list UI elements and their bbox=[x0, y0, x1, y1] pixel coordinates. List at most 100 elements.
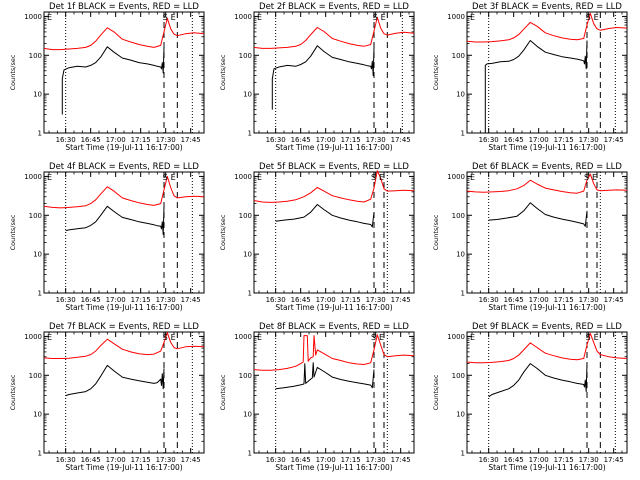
panel-title: Det 4f BLACK = Events, RED = LLD bbox=[49, 162, 199, 172]
annotation-letter: E bbox=[171, 333, 176, 342]
x-axis-label: Start Time (19-Jul-11 16:17:00) bbox=[488, 303, 605, 312]
panel-title: Det 8f BLACK = Events, RED = LLD bbox=[259, 322, 409, 332]
x-tick-label: 17:30 bbox=[156, 456, 176, 464]
x-axis-label: Start Time (19-Jul-11 16:17:00) bbox=[65, 463, 182, 472]
annotation-letter: S bbox=[371, 173, 376, 182]
x-tick-label: 16:30 bbox=[56, 136, 76, 144]
y-tick-label: 1 bbox=[461, 130, 465, 138]
axes-frame bbox=[253, 331, 415, 454]
y-tick-label: 100 bbox=[452, 372, 465, 380]
y-tick-label: 10 bbox=[33, 251, 42, 259]
annotation-letter: E bbox=[470, 173, 475, 182]
y-tick-label: 10 bbox=[456, 411, 465, 419]
x-tick-label: 17:15 bbox=[554, 136, 574, 144]
y-axis-label: Counts/sec bbox=[219, 214, 227, 250]
axes-frame bbox=[43, 11, 205, 134]
y-tick-label: 100 bbox=[239, 372, 252, 380]
x-axis-label: Start Time (19-Jul-11 16:17:00) bbox=[275, 463, 392, 472]
x-tick-label: 16:45 bbox=[81, 456, 101, 464]
annotation-letter: E bbox=[594, 333, 599, 342]
panel-title: Det 9f BLACK = Events, RED = LLD bbox=[472, 322, 622, 332]
annotation-letter: S bbox=[371, 333, 376, 342]
detector-panel-5: Det 5f BLACK = Events, RED = LLD 1 10 100 10… bbox=[219, 162, 415, 312]
annotation-letter: E bbox=[379, 173, 384, 182]
annotation-letter: E bbox=[257, 13, 262, 22]
y-tick-label: 100 bbox=[29, 372, 42, 380]
x-tick-label: 17:00 bbox=[316, 456, 336, 464]
y-tick-label: 1000 bbox=[234, 13, 252, 21]
x-tick-label: 17:00 bbox=[316, 136, 336, 144]
x-tick-label: 17:00 bbox=[529, 296, 549, 304]
y-tick-label: 1000 bbox=[234, 333, 252, 341]
detector-panel-8: Det 8f BLACK = Events, RED = LLD 1 10 100 10… bbox=[219, 322, 415, 472]
series-lld-line bbox=[43, 175, 205, 209]
annotation-letter: E bbox=[592, 173, 597, 182]
detector-panel-7: Det 7f BLACK = Events, RED = LLD 1 10 100 10… bbox=[9, 322, 205, 472]
x-tick-label: 16:45 bbox=[504, 136, 524, 144]
annotation-letter: E bbox=[470, 333, 475, 342]
series-lld-line bbox=[43, 332, 205, 359]
x-tick-label: 17:30 bbox=[366, 296, 386, 304]
x-tick-label: 17:00 bbox=[106, 456, 126, 464]
x-tick-label: 17:15 bbox=[131, 456, 151, 464]
series-lld-line bbox=[43, 17, 205, 51]
x-tick-label: 17:45 bbox=[181, 296, 201, 304]
annotation-letter: S bbox=[586, 333, 591, 342]
detector-panel-1: Det 1f BLACK = Events, RED = LLD 1 10 100 10… bbox=[9, 2, 205, 152]
x-tick-label: 17:00 bbox=[529, 136, 549, 144]
axes-frame bbox=[253, 171, 415, 294]
x-tick-label: 17:30 bbox=[366, 456, 386, 464]
y-tick-label: 1000 bbox=[447, 173, 465, 181]
y-tick-label: 10 bbox=[456, 91, 465, 99]
annotation-letter: E bbox=[381, 13, 386, 22]
y-tick-label: 1 bbox=[38, 130, 42, 138]
x-tick-label: 16:30 bbox=[56, 456, 76, 464]
x-tick-label: 16:45 bbox=[291, 136, 311, 144]
series-events-line bbox=[65, 364, 165, 397]
x-tick-label: 16:45 bbox=[291, 296, 311, 304]
series-lld-line bbox=[253, 334, 415, 371]
y-tick-label: 10 bbox=[456, 251, 465, 259]
x-tick-label: 16:30 bbox=[479, 136, 499, 144]
y-tick-label: 1000 bbox=[234, 173, 252, 181]
series-lld-line bbox=[466, 332, 628, 364]
annotation-letter: E bbox=[257, 173, 262, 182]
x-tick-label: 16:30 bbox=[479, 456, 499, 464]
x-tick-label: 16:30 bbox=[56, 296, 76, 304]
y-axis-label: Counts/sec bbox=[9, 374, 17, 410]
x-tick-label: 16:30 bbox=[266, 136, 286, 144]
y-tick-label: 1000 bbox=[24, 13, 42, 21]
series-lld-line bbox=[253, 16, 415, 49]
y-tick-label: 10 bbox=[243, 251, 252, 259]
panel-title: Det 6f BLACK = Events, RED = LLD bbox=[472, 162, 622, 172]
annotation-letter: S bbox=[584, 173, 589, 182]
x-tick-label: 16:45 bbox=[81, 296, 101, 304]
axes-frame bbox=[43, 171, 205, 294]
x-axis-label: Start Time (19-Jul-11 16:17:00) bbox=[488, 143, 605, 152]
x-tick-label: 17:45 bbox=[604, 296, 624, 304]
annotation-letter: S bbox=[586, 13, 591, 22]
annotation-letter: E bbox=[171, 173, 176, 182]
x-tick-label: 17:30 bbox=[156, 296, 176, 304]
y-tick-label: 10 bbox=[33, 91, 42, 99]
y-tick-label: 1 bbox=[38, 290, 42, 298]
x-tick-label: 17:30 bbox=[579, 456, 599, 464]
series-events-line bbox=[65, 205, 165, 235]
panel-title: Det 5f BLACK = Events, RED = LLD bbox=[259, 162, 409, 172]
x-axis-label: Start Time (19-Jul-11 16:17:00) bbox=[488, 463, 605, 472]
x-tick-label: 17:00 bbox=[316, 296, 336, 304]
x-tick-label: 17:00 bbox=[106, 136, 126, 144]
y-tick-label: 100 bbox=[29, 52, 42, 60]
detector-panel-2: Det 2f BLACK = Events, RED = LLD 1 10 100 10… bbox=[219, 2, 415, 152]
y-axis-label: Counts/sec bbox=[432, 374, 440, 410]
x-axis-label: Start Time (19-Jul-11 16:17:00) bbox=[275, 143, 392, 152]
x-tick-label: 17:30 bbox=[366, 136, 386, 144]
series-events-line bbox=[275, 204, 375, 228]
x-axis-label: Start Time (19-Jul-11 16:17:00) bbox=[65, 143, 182, 152]
axes-frame bbox=[253, 11, 415, 134]
y-tick-label: 100 bbox=[239, 52, 252, 60]
x-axis-label: Start Time (19-Jul-11 16:17:00) bbox=[275, 303, 392, 312]
x-tick-label: 17:45 bbox=[604, 136, 624, 144]
detector-panel-9: Det 9f BLACK = Events, RED = LLD 1 10 100 10… bbox=[432, 322, 628, 472]
y-tick-label: 1 bbox=[248, 290, 252, 298]
